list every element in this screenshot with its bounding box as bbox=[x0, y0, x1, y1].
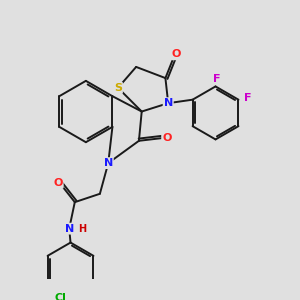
Text: H: H bbox=[78, 224, 86, 234]
Text: F: F bbox=[213, 74, 221, 84]
Text: N: N bbox=[103, 158, 113, 168]
Text: O: O bbox=[53, 178, 63, 188]
Text: N: N bbox=[164, 98, 173, 108]
Text: N: N bbox=[64, 224, 74, 234]
Text: F: F bbox=[244, 93, 251, 103]
Text: O: O bbox=[172, 50, 181, 59]
Text: O: O bbox=[162, 133, 172, 143]
Text: Cl: Cl bbox=[55, 293, 67, 300]
Text: S: S bbox=[114, 83, 122, 93]
